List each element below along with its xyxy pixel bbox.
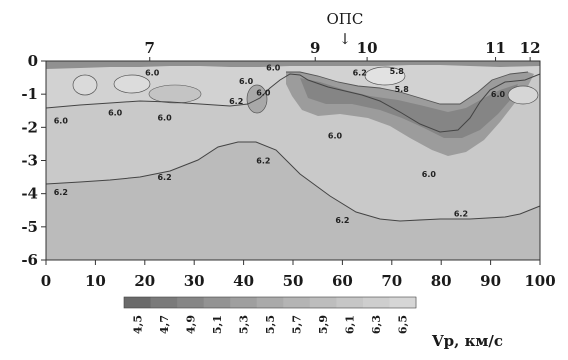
x-tick-label: 10 [85,272,106,290]
contour-label: 6.2 [157,173,171,182]
contour-label: 6.0 [145,69,160,78]
y-tick-label: 0 [28,52,38,70]
colorbar-tick-label: 4,5 [131,315,144,334]
plot-area [45,60,541,261]
y-tick-label: -6 [21,251,38,269]
colorbar-tick-label: 6,1 [344,315,357,334]
colorbar-tick-label: 5,5 [264,315,277,334]
station-label: 7 [145,39,155,57]
contour-line-6-2 [45,141,541,222]
contour-label: 6.0 [157,113,172,122]
colorbar-swatch [150,297,178,308]
contour-label: 5.8 [395,85,410,94]
colorbar-swatch [203,297,231,308]
y-tick-label: -4 [21,185,38,203]
lens-body-3 [364,66,406,86]
colorbar-swatch [256,297,284,308]
colorbar-swatch [177,297,205,308]
y-tick-label: -1 [21,85,38,103]
x-tick-label: 60 [332,272,353,290]
near-surface-layer [46,61,540,69]
colorbar-swatch [389,297,417,308]
contour-label: 6.0 [266,64,281,73]
contour-label: 6.2 [335,216,349,225]
y-tick-label: -3 [21,152,38,170]
colorbar-swatch [362,297,390,308]
x-tick-label: 80 [431,272,452,290]
colorbar-swatch [283,297,311,308]
lens-body-4 [507,85,539,105]
y-tick-label: -5 [21,218,38,236]
contour-label: 6.2 [454,210,468,219]
lens-body-2 [72,74,98,96]
contour-label: 6.0 [422,170,437,179]
contour-label: 6.0 [328,132,343,141]
lens-body-1 [113,74,151,94]
contour-label: 6.2 [353,69,367,78]
station-label: 12 [520,39,541,57]
ops-label: ОПС [326,10,363,28]
contour-label: 6.0 [108,108,123,117]
contour-line-trough [286,71,529,105]
x-axis: 0 10 20 30 40 50 60 70 80 90 100 [41,260,556,290]
y-tick-label: -2 [21,118,38,136]
contour-label: 6.0 [54,117,69,126]
contour-line-6-0 [45,73,541,133]
contour-label: 6.0 [491,90,506,99]
colorbar-swatch [336,297,364,308]
colorbar-tick-label: 4,7 [158,315,171,334]
lens-body-6 [148,84,202,104]
contour-label: 6.2 [256,157,270,166]
ops-arrow-icon: ↓ [339,30,352,48]
x-tick-label: 70 [381,272,402,290]
colorbar-tick-label: 5,3 [237,315,250,334]
colorbar-tick-label: 5,1 [211,315,224,334]
y-axis: 0 -1 -2 -3 -4 -5 -6 [21,52,46,269]
colorbar-tick-label: 6,3 [370,315,383,334]
colorbar-unit-label: Vp, км/с [431,332,503,350]
ops-marker: ОПС ↓ [326,10,363,48]
contour-label: 6.0 [256,89,271,98]
contour-labels: 6.26.26.26.26.26.06.06.06.06.06.06.06.06… [54,64,506,226]
contour-label: 6.2 [229,97,243,106]
x-tick-label: 50 [283,272,304,290]
colorbar-tick-label: 4,9 [184,315,197,334]
station-markers: 7 9 10 11 12 [145,39,541,61]
colorbar-frame [123,296,417,309]
colorbar-tick-label: 6,5 [397,315,410,334]
station-label: 11 [485,39,506,57]
contour-label: 6.2 [54,188,68,197]
colorbar: 4,5 4,7 4,9 5,1 5,3 5,5 5,7 5,9 6,1 6,3 6,5 [123,296,417,334]
colorbar-swatch [230,297,258,308]
station-label: 10 [357,39,378,57]
x-tick-label: 0 [41,272,51,290]
x-tick-label: 30 [184,272,205,290]
x-tick-label: 40 [233,272,254,290]
x-tick-label: 20 [134,272,155,290]
station-label: 9 [310,39,320,57]
colorbar-tick-label: 5,9 [317,315,330,334]
colorbar-tick-label: 5,7 [291,315,304,334]
x-tick-label: 90 [480,272,501,290]
contour-label: 6.0 [239,77,254,86]
colorbar-swatch [124,297,152,308]
colorbar-swatch [309,297,337,308]
x-tick-label: 100 [524,272,555,290]
contour-label: 5.8 [390,67,405,76]
